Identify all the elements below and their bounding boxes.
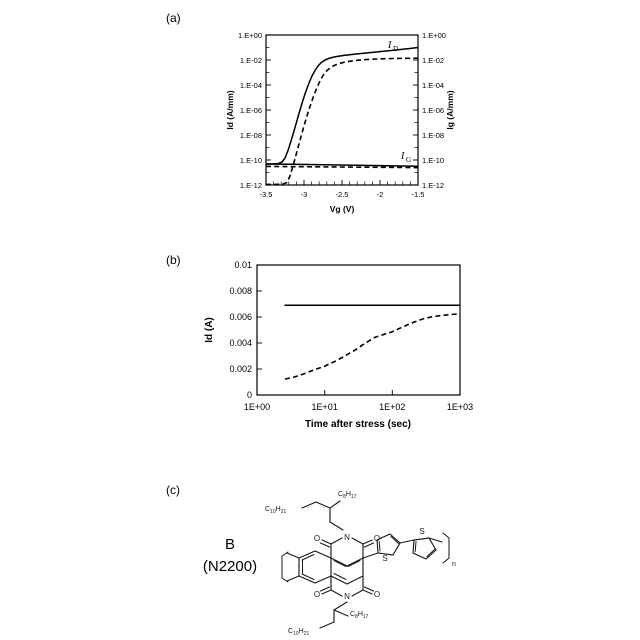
panel-a-chart: 1.E+00 1.E-02 1.E-04 1.E-06 1.E-08 1.E-1…: [225, 31, 455, 214]
ytick-label: 1.E-08: [240, 131, 262, 140]
xtick-label: 1E+02: [379, 402, 405, 412]
panel-a-bottom-ticks: [265, 180, 419, 185]
xtick-label: -2: [377, 190, 384, 199]
annotation-ig-symbol: I: [400, 151, 405, 162]
bond-thiophene-link: [399, 539, 415, 544]
thiophene-ring-1: [376, 533, 401, 556]
panel-a-right-tick-labels: 1.E+00 1.E-02 1.E-04 1.E-06 1.E-08 1.E-1…: [422, 31, 446, 190]
panel-a-series-ig-solid: [266, 163, 418, 167]
ytick-label: 0.004: [229, 338, 252, 348]
panel-a-label: (a): [166, 11, 181, 25]
atom-label-oxygen-bottom-left: O: [314, 590, 320, 599]
ytick-label: 0: [247, 390, 252, 400]
panel-a-x-axis-title: Vg (V): [330, 204, 355, 214]
bond-core-to-thiophene: [362, 552, 379, 559]
chain-label-c8h17-bottom: C8H17: [350, 611, 369, 620]
xtick-label: -2.5: [336, 190, 349, 199]
atom-label-oxygen-top-right: O: [374, 534, 380, 543]
atom-label-nitrogen-bottom: N: [344, 592, 350, 601]
xtick-label: 1E+03: [447, 402, 473, 412]
chain-label-c10h21-bottom: C10H21: [288, 628, 309, 637]
xtick-label: 1E+01: [312, 402, 338, 412]
panel-b-bottom-ticks: [256, 390, 461, 395]
bottom-side-chain: [319, 601, 349, 629]
panel-b-chart: 0.01 0.008 0.006 0.004 0.002 0 1E+00 1E+…: [204, 260, 473, 430]
compound-label: B: [224, 536, 235, 553]
panel-a-annotation-id: I D: [387, 40, 398, 53]
panel-b-y-axis-title: Id (A): [204, 317, 215, 343]
ytick-label: 0.006: [229, 312, 252, 322]
top-imide-ring: [319, 537, 375, 559]
molecule-structure-n2200: C8H17 C10H21 N O O: [265, 491, 456, 637]
atom-label-oxygen-bottom-right: O: [374, 590, 380, 599]
atom-label-sulfur-2: S: [419, 527, 424, 536]
bond-core-left-bottom: [286, 575, 300, 582]
panel-a-left-tick-labels: 1.E+00 1.E-02 1.E-04 1.E-06 1.E-08 1.E-1…: [238, 31, 262, 190]
xtick-label: 1E+00: [244, 402, 270, 412]
panel-a-series-id-solid: [266, 46, 418, 165]
ytick-label: 1.E-02: [240, 56, 262, 65]
panel-a-y2-axis-title: Ig (A/mm): [445, 90, 455, 129]
y2tick-label: 1.E+00: [422, 31, 446, 40]
panel-b-series-recovery: [284, 313, 460, 380]
atom-label-sulfur-1: S: [382, 554, 387, 563]
thiophene-ring-2: [412, 537, 437, 560]
bond-thiophene-to-bracket: [428, 537, 443, 543]
naphthalene-diimide-core: [298, 550, 364, 585]
ytick-label: 0.002: [229, 364, 252, 374]
polymer-bracket-left: [281, 551, 289, 583]
ytick-label: 1.E-06: [240, 106, 262, 115]
y2tick-label: 1.E-02: [422, 56, 444, 65]
compound-name: (N2200): [202, 558, 258, 575]
ytick-label: 1.E-10: [240, 156, 262, 165]
xtick-label: -3: [301, 190, 308, 199]
ytick-label: 0.01: [234, 260, 252, 270]
panel-b-left-ticks: [257, 264, 262, 396]
annotation-ig-subscript: G: [406, 156, 411, 164]
ytick-label: 1.E+00: [238, 31, 262, 40]
chain-label-c10h21-top: C10H21: [265, 506, 286, 515]
panel-b-label: (b): [166, 253, 181, 267]
y2tick-label: 1.E-06: [422, 106, 444, 115]
annotation-id-symbol: I: [387, 40, 392, 51]
panel-c-label: (c): [166, 483, 180, 497]
panel-a-series-ig-dashed: [266, 165, 418, 169]
panel-a-plot-frame: [265, 34, 419, 186]
panel-a-series-id-dashed: [266, 57, 418, 185]
panel-c: (c) B (N2200) C8H17 C10H21 N: [0, 470, 640, 640]
xtick-label: -1.5: [412, 190, 425, 199]
chain-label-c8h17-top: C8H17: [338, 491, 357, 500]
panel-a-annotation-ig: I G: [400, 151, 411, 164]
panel-a: (a): [0, 0, 640, 235]
xtick-label: -3.5: [260, 190, 273, 199]
atom-label-oxygen-top-left: O: [314, 534, 320, 543]
ytick-label: 1.E-12: [240, 181, 262, 190]
bottom-imide-ring: [319, 575, 375, 597]
ytick-label: 0.008: [229, 286, 252, 296]
panel-b-xtick-labels: 1E+00 1E+01 1E+02 1E+03: [244, 402, 473, 412]
panel-a-xtick-labels: -3.5 -3 -2.5 -2 -1.5: [260, 190, 425, 199]
panel-b-x-axis-title: Time after stress (sec): [305, 419, 411, 430]
y2tick-label: 1.E-08: [422, 131, 444, 140]
atom-label-nitrogen-top: N: [344, 533, 350, 542]
bond-core-left-top: [286, 552, 300, 559]
panel-b-ytick-labels: 0.01 0.008 0.006 0.004 0.002 0: [229, 260, 252, 400]
panel-b-plot-frame: [256, 264, 461, 396]
panel-a-left-ticks: [266, 34, 271, 186]
panel-a-y-axis-title: Id (A/mm): [225, 90, 235, 129]
polymer-bracket-right: [442, 532, 450, 564]
y2tick-label: 1.E-10: [422, 156, 444, 165]
ytick-label: 1.E-04: [240, 81, 262, 90]
y2tick-label: 1.E-12: [422, 181, 444, 190]
y2tick-label: 1.E-04: [422, 81, 444, 90]
top-side-chain: [301, 500, 344, 531]
annotation-id-subscript: D: [393, 45, 398, 53]
panel-b: (b) 0.01 0.008: [0, 235, 640, 470]
repeat-unit-label: n: [452, 561, 456, 568]
